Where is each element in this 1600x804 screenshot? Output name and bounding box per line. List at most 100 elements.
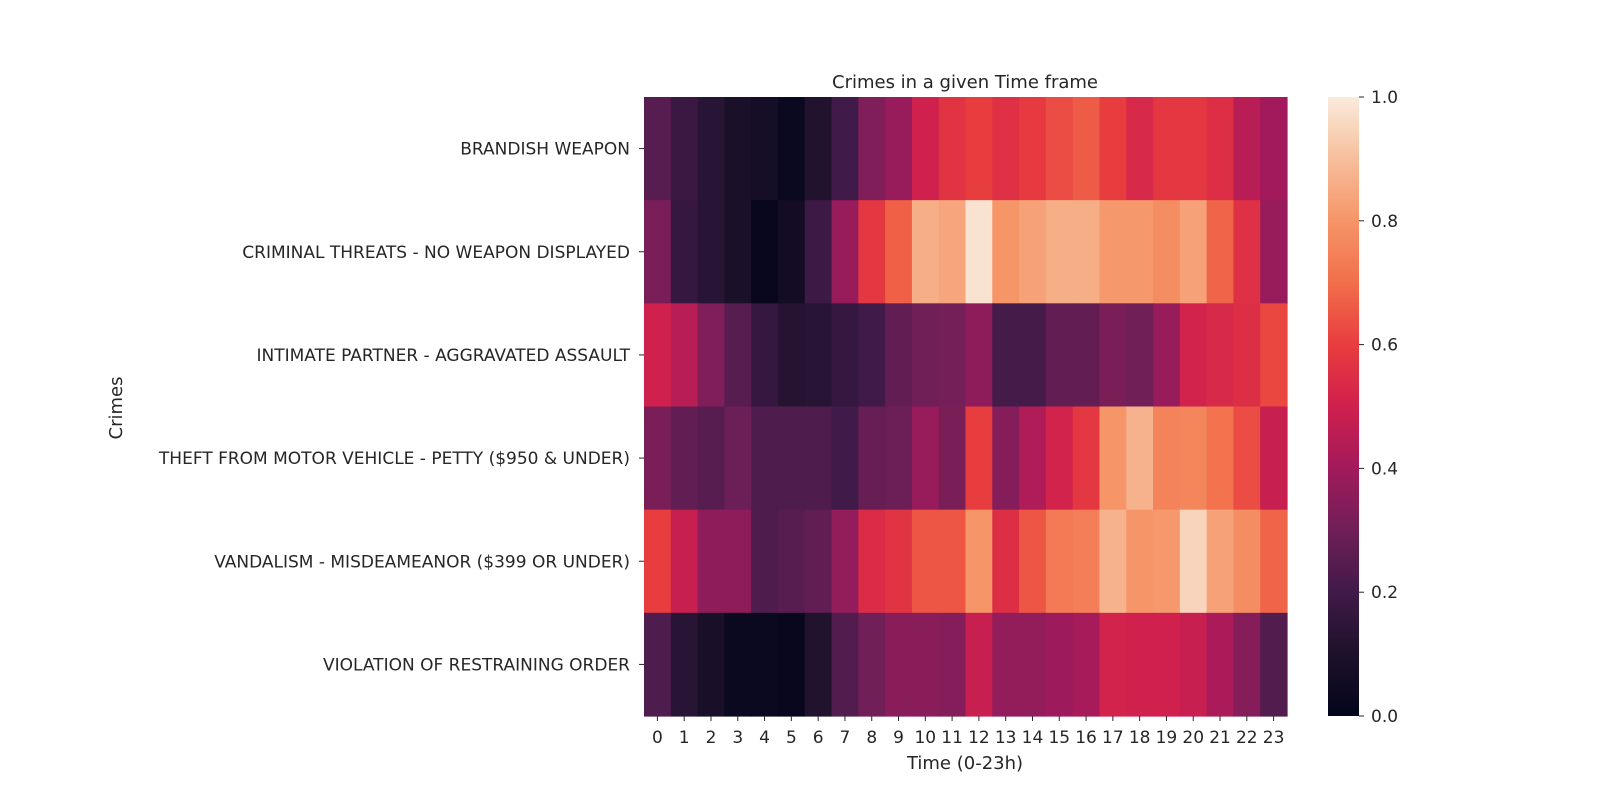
heatmap-cell (965, 97, 993, 201)
heatmap-cell (1126, 97, 1154, 201)
heatmap-cell (1019, 97, 1047, 201)
heatmap-cell (1072, 509, 1101, 614)
x-tick-label: 18 (1129, 728, 1151, 748)
heatmap-cell (831, 97, 859, 201)
heatmap-cell (1126, 406, 1154, 511)
heatmap-cell (724, 509, 752, 614)
heatmap-cell (992, 406, 1020, 511)
x-tick-label: 20 (1182, 728, 1204, 748)
heatmap-cell (1153, 406, 1181, 511)
colorbar-tick-label: 1.0 (1371, 88, 1398, 108)
heatmap-cell (644, 406, 672, 511)
heatmap-cell (1072, 406, 1101, 511)
colorbar-tick-label: 0.2 (1371, 583, 1398, 603)
x-tick-label: 11 (941, 728, 963, 748)
heatmap-cell (804, 612, 833, 717)
colorbar-tick-label: 0.6 (1371, 336, 1398, 356)
heatmap-cell (1099, 303, 1127, 408)
heatmap-cell (858, 406, 886, 511)
heatmap-cell (670, 303, 699, 408)
heatmap-cell (1099, 97, 1127, 201)
x-tick-label: 17 (1102, 728, 1124, 748)
heatmap-cell (751, 612, 779, 717)
heatmap-cell (804, 200, 833, 304)
heatmap-cell (644, 97, 672, 201)
heatmap-cell (1260, 406, 1288, 511)
x-tick-label: 0 (652, 728, 663, 748)
heatmap-cell (1260, 303, 1288, 408)
heatmap-cell (831, 612, 859, 717)
x-tick-label: 2 (706, 728, 717, 748)
heatmap-cell (697, 97, 725, 201)
heatmap-cell (938, 97, 967, 201)
x-tick-label: 21 (1209, 728, 1231, 748)
heatmap-cell (858, 612, 886, 717)
heatmap-cell (1045, 612, 1074, 717)
heatmap-cell (1206, 200, 1235, 304)
colorbar-tick-labels: 0.0 0.2 0.4 0.6 0.8 1.0 (1359, 88, 1398, 727)
heatmap-cell (911, 200, 940, 304)
heatmap-cell (992, 200, 1020, 304)
heatmap-cell (1045, 509, 1074, 614)
heatmap-cell (1045, 200, 1074, 304)
heatmap-cell (644, 509, 672, 614)
heatmap-cell (1206, 509, 1235, 614)
colorbar-tick-label: 0.8 (1371, 212, 1398, 232)
heatmap-cells (644, 97, 1288, 717)
heatmap-cell (1099, 509, 1127, 614)
heatmap-cell (1126, 612, 1154, 717)
heatmap-cell (911, 509, 940, 614)
y-tick-labels: BRANDISH WEAPON CRIMINAL THREATS - NO WEA… (158, 140, 644, 675)
y-tick-label: THEFT FROM MOTOR VEHICLE - PETTY ($950 &… (158, 449, 630, 469)
heatmap-cell (1099, 200, 1127, 304)
heatmap-cell (804, 303, 833, 408)
x-axis-label: Time (0-23h) (906, 753, 1023, 774)
y-tick-label: VIOLATION OF RESTRAINING ORDER (323, 655, 630, 675)
heatmap-cell (777, 509, 806, 614)
heatmap-cell (1179, 97, 1208, 201)
heatmap-cell (1260, 200, 1288, 304)
y-tick-label: BRANDISH WEAPON (460, 140, 630, 160)
heatmap-cell (965, 509, 993, 614)
heatmap-cell (1179, 406, 1208, 511)
heatmap-cell (831, 406, 859, 511)
heatmap-cell (697, 406, 725, 511)
heatmap-cell (751, 97, 779, 201)
heatmap-cell (1233, 97, 1261, 201)
heatmap-cell (1072, 200, 1101, 304)
heatmap-cell (724, 406, 752, 511)
heatmap-cell (697, 509, 725, 614)
colorbar (1328, 97, 1359, 716)
heatmap-cell (751, 200, 779, 304)
y-tick-label: VANDALISM - MISDEAMEANOR ($399 OR UNDER) (214, 552, 630, 572)
x-tick-label: 4 (759, 728, 770, 748)
heatmap-cell (644, 303, 672, 408)
heatmap-cell (831, 200, 859, 304)
heatmap-cell (670, 509, 699, 614)
heatmap-cell (777, 97, 806, 201)
heatmap-cell (858, 303, 886, 408)
x-tick-label: 8 (866, 728, 877, 748)
heatmap-cell (1019, 509, 1047, 614)
heatmap-cell (938, 303, 967, 408)
y-tick-label: INTIMATE PARTNER - AGGRAVATED ASSAULT (256, 346, 630, 366)
heatmap-cell (1099, 406, 1127, 511)
colorbar-tick-label: 0.4 (1371, 459, 1398, 479)
heatmap-cell (804, 97, 833, 201)
heatmap-cell (938, 200, 967, 304)
heatmap-cell (1233, 406, 1261, 511)
heatmap-cell (885, 406, 913, 511)
heatmap-cell (938, 406, 967, 511)
x-tick-label: 10 (914, 728, 936, 748)
heatmap-cell (1206, 303, 1235, 408)
heatmap-cell (697, 200, 725, 304)
heatmap-cell (1179, 509, 1208, 614)
heatmap-cell (885, 612, 913, 717)
heatmap-cell (965, 612, 993, 717)
heatmap-cell (1019, 303, 1047, 408)
x-tick-label: 19 (1156, 728, 1178, 748)
x-tick-label: 23 (1263, 728, 1285, 748)
heatmap-cell (777, 303, 806, 408)
heatmap-cell (644, 612, 672, 717)
heatmap-cell (858, 509, 886, 614)
